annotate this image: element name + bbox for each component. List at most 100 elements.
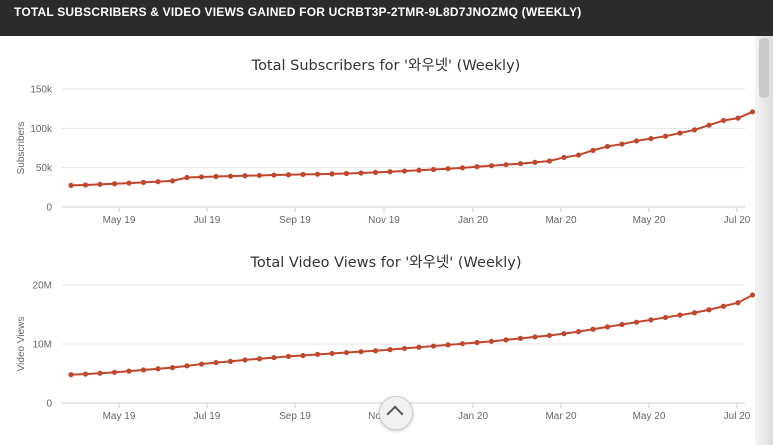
data-point[interactable] bbox=[416, 167, 422, 173]
data-point[interactable] bbox=[633, 138, 640, 144]
data-point[interactable] bbox=[227, 173, 234, 179]
data-point[interactable] bbox=[633, 319, 640, 325]
data-point[interactable] bbox=[285, 172, 292, 178]
data-point[interactable] bbox=[561, 154, 567, 161]
data-point[interactable] bbox=[314, 171, 321, 177]
data-point[interactable] bbox=[488, 163, 495, 169]
data-point[interactable] bbox=[300, 352, 306, 359]
data-point[interactable] bbox=[155, 366, 161, 372]
data-point[interactable] bbox=[242, 357, 248, 363]
data-point[interactable] bbox=[517, 160, 524, 167]
data-point[interactable] bbox=[691, 310, 698, 316]
data-point[interactable] bbox=[735, 300, 741, 306]
data-point[interactable] bbox=[546, 158, 553, 164]
data-point[interactable] bbox=[387, 347, 393, 353]
page-scrollbar[interactable] bbox=[755, 36, 773, 445]
data-point[interactable] bbox=[445, 342, 451, 348]
data-point[interactable] bbox=[97, 370, 103, 376]
data-point[interactable] bbox=[68, 182, 74, 188]
data-point[interactable] bbox=[677, 130, 683, 136]
data-point[interactable] bbox=[430, 343, 437, 349]
data-point[interactable] bbox=[590, 326, 596, 332]
data-point[interactable] bbox=[619, 141, 625, 147]
data-point[interactable] bbox=[474, 339, 480, 346]
data-point[interactable] bbox=[648, 135, 654, 142]
data-point[interactable] bbox=[619, 321, 625, 328]
data-point[interactable] bbox=[169, 365, 176, 371]
data-point[interactable] bbox=[82, 371, 89, 377]
data-point[interactable] bbox=[706, 307, 712, 313]
data-point[interactable] bbox=[198, 361, 205, 367]
data-point[interactable] bbox=[474, 164, 480, 170]
data-point[interactable] bbox=[720, 117, 727, 124]
data-point[interactable] bbox=[126, 368, 132, 374]
data-point[interactable] bbox=[662, 133, 669, 139]
data-point[interactable] bbox=[271, 172, 277, 178]
data-point[interactable] bbox=[749, 292, 756, 298]
data-point[interactable] bbox=[503, 162, 509, 168]
data-point[interactable] bbox=[459, 165, 466, 171]
data-point[interactable] bbox=[285, 353, 292, 359]
data-point[interactable] bbox=[575, 152, 582, 158]
data-point[interactable] bbox=[372, 169, 379, 175]
data-point[interactable] bbox=[329, 171, 335, 177]
data-point[interactable] bbox=[532, 334, 538, 340]
data-point[interactable] bbox=[430, 166, 437, 173]
data-point[interactable] bbox=[503, 337, 509, 343]
data-point[interactable] bbox=[329, 350, 335, 357]
data-point[interactable] bbox=[242, 173, 248, 179]
data-point[interactable] bbox=[648, 317, 654, 323]
data-point[interactable] bbox=[604, 324, 611, 330]
data-point[interactable] bbox=[532, 159, 538, 165]
data-point[interactable] bbox=[590, 147, 596, 153]
data-point[interactable] bbox=[169, 178, 176, 184]
data-point[interactable] bbox=[213, 173, 219, 180]
data-point[interactable] bbox=[459, 341, 466, 347]
data-point[interactable] bbox=[256, 356, 263, 362]
data-point[interactable] bbox=[184, 363, 190, 369]
data-point[interactable] bbox=[227, 358, 234, 365]
data-point[interactable] bbox=[68, 372, 74, 378]
data-point[interactable] bbox=[271, 354, 277, 361]
data-point[interactable] bbox=[401, 345, 408, 352]
data-point[interactable] bbox=[749, 109, 756, 115]
data-point[interactable] bbox=[561, 331, 567, 337]
data-point[interactable] bbox=[677, 312, 683, 318]
data-point[interactable] bbox=[662, 314, 669, 321]
data-point[interactable] bbox=[387, 169, 393, 175]
data-point[interactable] bbox=[358, 170, 364, 176]
data-point[interactable] bbox=[343, 170, 350, 177]
data-point[interactable] bbox=[488, 338, 495, 344]
data-point[interactable] bbox=[111, 369, 118, 375]
scrollbar-thumb[interactable] bbox=[759, 38, 769, 98]
data-point[interactable] bbox=[140, 179, 147, 185]
data-point[interactable] bbox=[97, 181, 103, 187]
data-point[interactable] bbox=[184, 174, 190, 181]
data-point[interactable] bbox=[300, 171, 306, 178]
x-tick-label: Sep 19 bbox=[279, 215, 311, 226]
data-point[interactable] bbox=[546, 332, 553, 339]
data-point[interactable] bbox=[416, 344, 422, 350]
data-point[interactable] bbox=[126, 180, 132, 186]
data-point[interactable] bbox=[213, 359, 219, 366]
data-point[interactable] bbox=[82, 182, 89, 188]
data-point[interactable] bbox=[604, 143, 611, 150]
data-point[interactable] bbox=[155, 179, 161, 185]
data-point[interactable] bbox=[372, 348, 379, 354]
data-point[interactable] bbox=[140, 367, 147, 373]
data-point[interactable] bbox=[691, 127, 698, 133]
data-point[interactable] bbox=[445, 166, 451, 172]
data-point[interactable] bbox=[575, 329, 582, 335]
data-point[interactable] bbox=[517, 335, 524, 341]
data-point[interactable] bbox=[198, 174, 205, 180]
data-point[interactable] bbox=[343, 349, 350, 356]
data-point[interactable] bbox=[401, 168, 408, 174]
data-point[interactable] bbox=[706, 122, 712, 128]
data-point[interactable] bbox=[314, 351, 321, 357]
scroll-to-top-button[interactable] bbox=[379, 396, 413, 430]
data-point[interactable] bbox=[358, 349, 364, 355]
data-point[interactable] bbox=[256, 172, 263, 179]
data-point[interactable] bbox=[111, 181, 118, 187]
data-point[interactable] bbox=[720, 303, 727, 309]
data-point[interactable] bbox=[735, 115, 741, 121]
